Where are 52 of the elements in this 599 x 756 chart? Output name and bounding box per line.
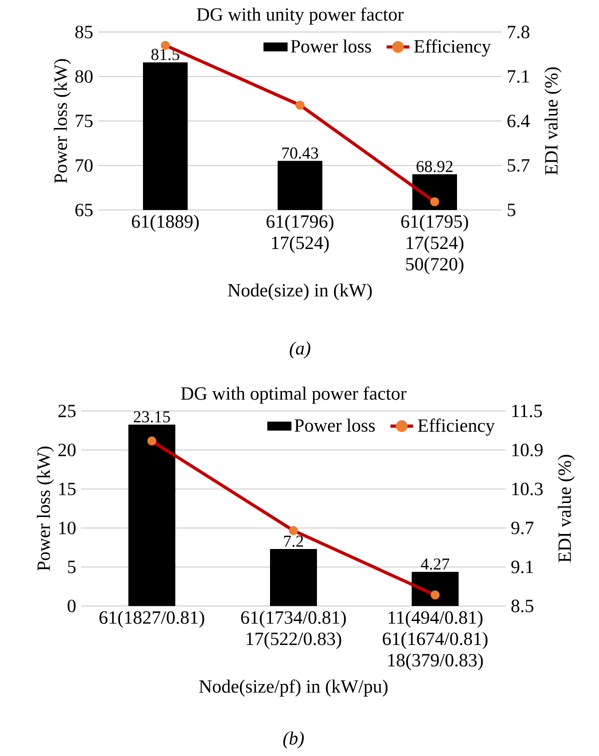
point <box>147 436 156 446</box>
x-tick-label: 61(1734/0.81) 17(522/0.83) <box>241 610 346 649</box>
point <box>295 100 305 110</box>
y2-axis-title: EDI value (%) <box>544 67 562 175</box>
y2-tick-label: 6.4 <box>508 114 530 128</box>
point <box>430 590 440 600</box>
y2-tick-label: 7.1 <box>508 70 529 83</box>
y2-tick-label: 8.5 <box>511 600 534 612</box>
y-tick-label: 70 <box>76 159 93 172</box>
text: (b) <box>283 732 304 748</box>
y2-tick-label: 11.5 <box>512 404 542 418</box>
y2-tick-label: 10.3 <box>512 482 543 496</box>
chart-title: DG with unity power factor <box>196 7 404 25</box>
y2-tick-label: 10.9 <box>512 444 543 456</box>
point <box>288 526 298 536</box>
x-tick-label: 61(1796) 17(524) <box>266 214 334 253</box>
point <box>430 197 440 206</box>
y-tick-label: 80 <box>75 70 93 83</box>
y-tick-label: 25 <box>58 404 76 418</box>
y-axis-title: Power loss (kW) <box>36 446 54 571</box>
y-tick-label: 65 <box>75 204 93 216</box>
y-tick-label: 20 <box>58 444 76 456</box>
y-tick-label: 5 <box>68 560 76 574</box>
y2-tick-label: 5.7 <box>508 159 530 172</box>
y2-axis-title: EDI value (%) <box>558 454 575 562</box>
data-label: 70.43 <box>282 147 318 159</box>
x-axis-title: Node(size) in (kW) <box>228 283 372 300</box>
x-tick-label: 61(1889) <box>132 214 199 232</box>
legend-label: Efficiency <box>418 418 495 436</box>
x-tick-label: 61(1827/0.81) <box>99 610 204 628</box>
y-tick-label: 15 <box>59 482 76 496</box>
legend-label: Efficiency <box>414 39 491 57</box>
x-axis-title: Node(size/pf) in (kW/pu) <box>199 679 388 697</box>
x-tick-label: 11(494/0.81) 61(1674/0.81) 18(379/0.83) <box>382 610 488 670</box>
chart-title: DG with optimal power factor <box>181 386 406 404</box>
y-tick-label: 0 <box>68 600 76 612</box>
data-label: 68.92 <box>416 160 452 172</box>
text: (a) <box>290 342 310 358</box>
data-label: 23.15 <box>134 411 170 422</box>
legend-label: Power loss <box>294 418 375 432</box>
y-tick-label: 10 <box>59 522 76 534</box>
y-tick-label: 75 <box>76 114 93 128</box>
x-tick-label: 61(1795) 17(524) 50(720) <box>401 214 468 274</box>
legend-label: Power loss <box>290 39 371 53</box>
data-label: 4.27 <box>420 558 450 570</box>
data-label: 7.2 <box>284 536 303 547</box>
y2-tick-label: 7.8 <box>508 26 530 38</box>
y2-tick-label: 9.1 <box>511 560 533 574</box>
y-axis-title: Power loss (kW) <box>54 59 71 184</box>
y-tick-label: 85 <box>75 26 93 38</box>
y2-tick-label: 5 <box>508 204 516 216</box>
y2-tick-label: 9.7 <box>511 522 534 534</box>
